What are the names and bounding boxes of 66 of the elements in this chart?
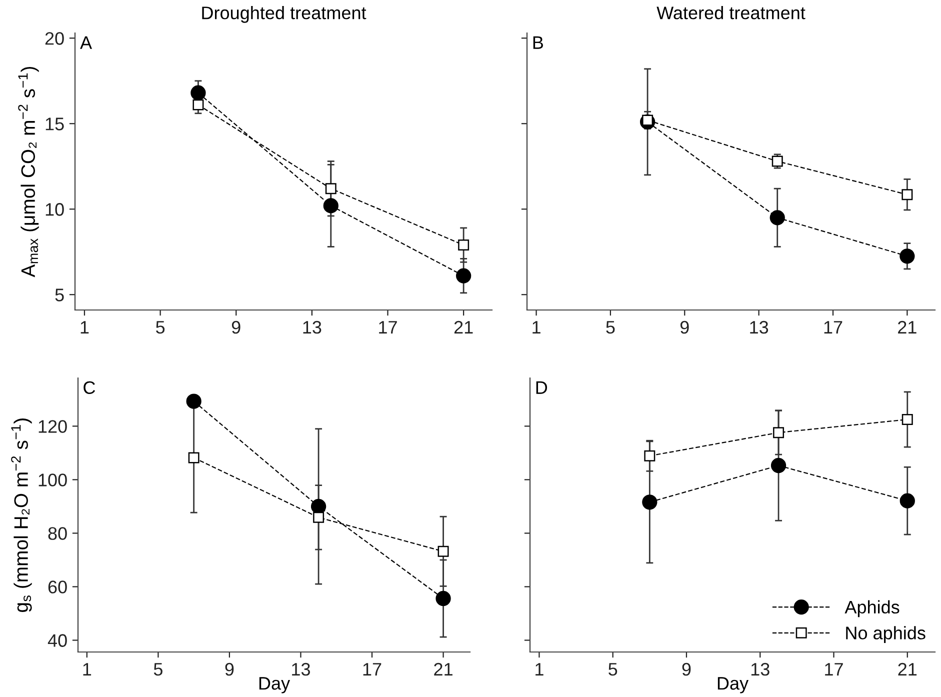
x-tick-label: 21 <box>454 320 473 334</box>
x-tick-label: 5 <box>606 321 615 334</box>
x-tick-label: 17 <box>825 663 843 676</box>
point <box>456 268 472 284</box>
x-tick-label: 5 <box>608 663 618 676</box>
point <box>436 590 451 606</box>
y-tick-label: 60 <box>48 580 67 594</box>
point <box>773 427 784 438</box>
x-axis-title: Day <box>718 677 749 694</box>
x-tick-label: 1 <box>532 321 540 334</box>
x-tick-label: 13 <box>303 320 322 334</box>
point <box>770 458 786 474</box>
x-tick-label: 13 <box>750 320 768 334</box>
y-tick-label: 100 <box>38 474 67 486</box>
x-tick-label: 1 <box>536 663 544 676</box>
y-axis-title: A$_{max}$ (μmol CO₂ m$^{−2}$ s$^{−1}$) <box>18 66 39 278</box>
x-tick-label: 21 <box>898 662 917 676</box>
point <box>772 156 783 167</box>
annotation: B <box>533 36 543 49</box>
point <box>188 452 200 464</box>
x-tick-label: 13 <box>751 662 770 676</box>
point <box>770 210 785 226</box>
annotation: D <box>536 381 548 394</box>
point <box>902 189 913 200</box>
annotation: A <box>80 36 92 49</box>
y-axis-title: g$_{s}$ (mmol H₂O m$^{−2}$ s$^{−1}$) <box>11 418 32 612</box>
point <box>458 240 470 251</box>
x-tick-label: 9 <box>225 662 234 676</box>
x-axis-title: Day <box>259 677 290 694</box>
x-tick-label: 21 <box>434 662 452 676</box>
point <box>900 248 915 264</box>
legend-label: Aphids <box>844 600 900 618</box>
x-tick-label: 5 <box>154 663 162 676</box>
x-tick-label: 9 <box>680 320 689 334</box>
point <box>902 414 913 425</box>
x-tick-label: 9 <box>682 662 691 676</box>
chart-title: Watered treatment <box>656 6 806 20</box>
point <box>644 450 656 462</box>
annotation: C <box>84 381 96 394</box>
x-tick-label: 1 <box>83 663 92 676</box>
point <box>642 494 658 510</box>
point <box>313 512 324 523</box>
point <box>323 198 338 214</box>
y-tick-label: 10 <box>46 203 64 216</box>
y-tick-label: 5 <box>55 288 64 302</box>
x-tick-label: 17 <box>363 663 382 676</box>
y-tick-label: 40 <box>48 634 67 647</box>
x-tick-label: 17 <box>379 321 397 334</box>
chart-title: Droughted treatment <box>202 6 366 23</box>
point <box>192 99 204 110</box>
point <box>186 394 202 409</box>
y-tick-label: 20 <box>45 32 64 45</box>
y-tick-label: 120 <box>38 420 67 433</box>
x-tick-label: 5 <box>156 321 165 334</box>
point <box>190 85 206 100</box>
point <box>438 546 449 557</box>
point <box>900 493 915 508</box>
point <box>325 183 336 194</box>
y-tick-label: 15 <box>46 118 64 130</box>
x-tick-label: 1 <box>80 321 89 334</box>
x-tick-label: 13 <box>292 662 310 676</box>
x-tick-label: 9 <box>232 320 240 334</box>
x-tick-label: 21 <box>898 320 916 334</box>
x-tick-label: 17 <box>824 321 842 334</box>
y-tick-label: 80 <box>48 527 67 540</box>
legend-label: No aphids <box>846 626 926 643</box>
